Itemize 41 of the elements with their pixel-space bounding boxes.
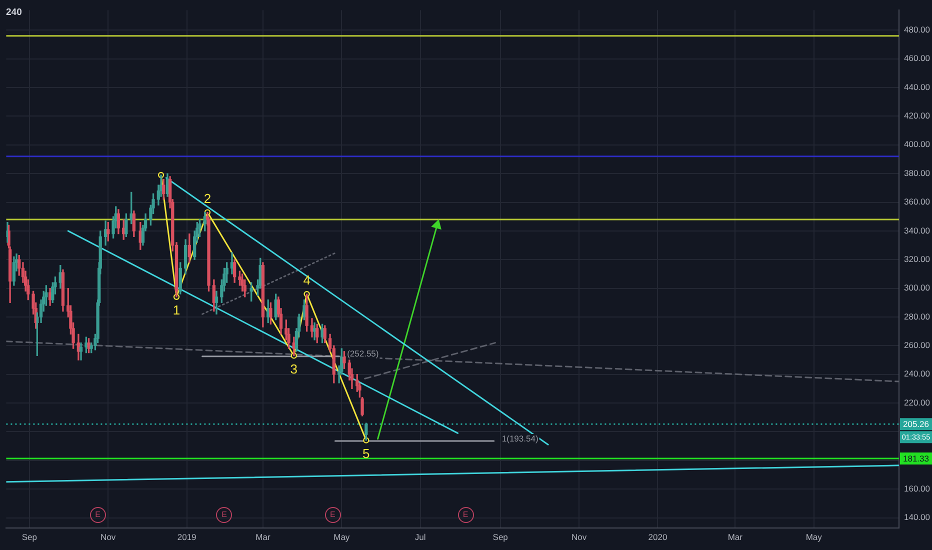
y-tick-label: 420.00	[904, 110, 930, 121]
y-tick-label: 160.00	[904, 483, 930, 494]
chart-title: 240	[6, 7, 22, 18]
annotation: 5	[362, 446, 370, 461]
annotation: 4	[303, 272, 310, 288]
ref-line-label: 205.26	[903, 419, 930, 430]
y-tick-label: 140.00	[904, 512, 930, 522]
x-tick-label: May	[806, 532, 823, 542]
y-tick-label: 380.00	[904, 168, 930, 178]
x-tick-label: 2019	[177, 532, 197, 542]
y-tick-label: 460.00	[904, 53, 930, 64]
y-tick-label: 360.00	[904, 196, 930, 207]
y-tick-label: 320.00	[904, 254, 930, 264]
letter-e-icon: E	[458, 506, 474, 523]
annotation: (252.55)	[347, 348, 379, 359]
x-tick-label: May	[334, 532, 350, 542]
y-tick-label: 280.00	[904, 311, 930, 322]
annotation: 2	[204, 190, 212, 206]
x-tick-label: Sep	[492, 532, 508, 542]
annotation: 1(193.54)	[502, 433, 538, 444]
ref-line-label: 181.33	[903, 453, 930, 464]
y-tick-label: 260.00	[904, 340, 930, 350]
y-tick-label: 400.00	[904, 139, 930, 150]
y-tick-label: 300.00	[904, 282, 930, 293]
letter-e-icon: E	[216, 506, 232, 523]
x-tick-label: Nov	[100, 532, 116, 542]
letter-e-icon: E	[324, 506, 341, 523]
y-tick-label: 340.00	[904, 225, 930, 236]
annotation: 1	[172, 302, 180, 318]
x-tick-label: Mar	[256, 532, 270, 542]
y-tick-label: 480.00	[904, 24, 930, 35]
annotation: 3	[290, 361, 298, 376]
y-tick-label: 440.00	[904, 82, 930, 92]
x-tick-label: 2020	[648, 532, 668, 542]
x-tick-label: Nov	[571, 532, 588, 542]
x-tick-label: Mar	[728, 532, 743, 542]
y-tick-label: 220.00	[904, 397, 930, 408]
y-tick-label: 240.00	[904, 368, 930, 379]
letter-e-icon: E	[90, 506, 106, 523]
x-tick-label: Jul	[414, 532, 426, 542]
x-tick-label: Sep	[22, 532, 38, 542]
